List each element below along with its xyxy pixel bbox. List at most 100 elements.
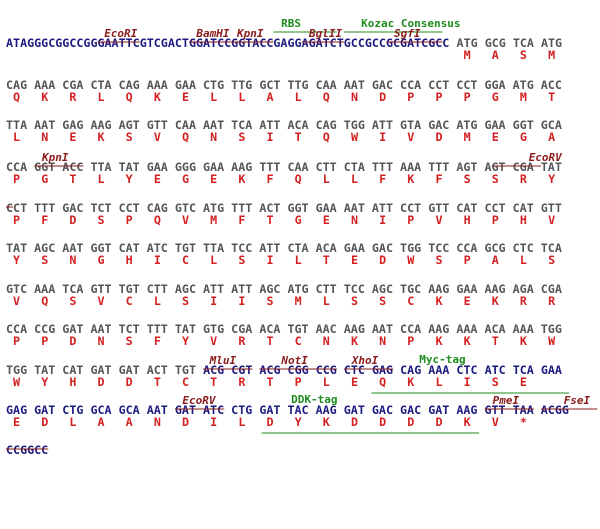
amino-acid: C <box>182 253 189 267</box>
feature-label: DDK-tag <box>291 393 337 406</box>
amino-acid: L <box>13 130 20 144</box>
amino-acid: I <box>379 213 386 227</box>
amino-acid: L <box>154 294 161 308</box>
amino-acid: K <box>435 294 442 308</box>
amino-acid: N <box>69 253 76 267</box>
amino-acid: P <box>295 375 302 389</box>
amino-acid: L <box>351 172 358 186</box>
feature-label: FseI <box>564 394 591 407</box>
amino-acid: N <box>323 334 330 348</box>
amino-acid: P <box>126 213 133 227</box>
amino-acid: L <box>295 90 302 104</box>
amino-acid: L <box>69 415 76 429</box>
dna-sequence: CAG AAA CGA CTA CAG AAA GAA CTG TTG GCT … <box>6 78 562 92</box>
dna-sequence: GAG GAT CTG GCA GCA AAT GAT ATC CTG GAT … <box>6 403 569 417</box>
amino-acid: G <box>98 253 105 267</box>
amino-acid: Q <box>379 375 386 389</box>
amino-acid: L <box>295 253 302 267</box>
amino-acid: A <box>98 415 105 429</box>
amino-acid: E <box>69 130 76 144</box>
amino-acid: L <box>323 375 330 389</box>
amino-acid: D <box>69 213 76 227</box>
amino-acid: T <box>266 334 273 348</box>
amino-acid: T <box>323 253 330 267</box>
amino-acid: K <box>464 334 471 348</box>
amino-acid: S <box>492 172 499 186</box>
amino-acid: M <box>464 130 471 144</box>
amino-acid: E <box>520 375 527 389</box>
amino-acid: G <box>492 90 499 104</box>
amino-acid: I <box>266 130 273 144</box>
amino-acid: D <box>69 334 76 348</box>
amino-acid: P <box>435 90 442 104</box>
amino-acid: M <box>295 294 302 308</box>
amino-acid: N <box>351 90 358 104</box>
amino-acid: P <box>407 213 414 227</box>
feature-label: KpnI <box>41 151 69 164</box>
feature-label: SgfI <box>394 27 421 40</box>
amino-acid: K <box>492 294 499 308</box>
feature-label: EcoRI <box>104 27 137 40</box>
amino-acid: P <box>407 334 414 348</box>
amino-acid: F <box>435 172 442 186</box>
amino-acid: N <box>98 334 105 348</box>
amino-acid: R <box>520 294 528 308</box>
amino-acid: I <box>210 294 217 308</box>
amino-acid: K <box>238 172 245 186</box>
amino-acid: F <box>238 213 245 227</box>
amino-acid: G <box>295 213 302 227</box>
amino-acid: Y <box>41 375 48 389</box>
dna-sequence: CCA CCG GAT AAT TCT TTT TAT GTG CGA ACA … <box>6 322 562 336</box>
amino-acid: D <box>182 415 189 429</box>
amino-acid: G <box>182 172 189 186</box>
feature-label: Myc-tag <box>419 353 465 366</box>
amino-acid: I <box>154 253 161 267</box>
amino-acid: P <box>464 253 471 267</box>
dna-sequence: ATG GCG TCA ATG <box>457 36 563 50</box>
dna-sequence: TAT AGC AAT GGT CAT ATC TGT TTA TCC ATT … <box>6 241 562 255</box>
amino-acid: N <box>351 213 358 227</box>
amino-acid: P <box>464 90 471 104</box>
amino-acid: V <box>492 415 499 429</box>
amino-acid: V <box>548 213 555 227</box>
amino-acid: C <box>295 334 302 348</box>
amino-acid: Y <box>548 172 555 186</box>
amino-acid: N <box>379 334 386 348</box>
feature-label: XhoI <box>351 354 379 367</box>
amino-acid: S <box>266 294 273 308</box>
amino-acid: * <box>520 415 527 429</box>
amino-acid: S <box>126 334 133 348</box>
amino-acid: C <box>126 294 133 308</box>
amino-acid: F <box>154 334 161 348</box>
amino-acid: R <box>69 90 77 104</box>
dna-sequence: CCGGCC <box>6 443 48 457</box>
amino-acid: T <box>266 213 273 227</box>
amino-acid: A <box>492 48 499 62</box>
amino-acid: Y <box>182 334 189 348</box>
amino-acid: L <box>210 253 217 267</box>
feature-label: NotI <box>280 354 308 367</box>
amino-acid: Q <box>41 294 48 308</box>
amino-acid: E <box>182 90 189 104</box>
amino-acid: V <box>407 130 414 144</box>
amino-acid: H <box>464 213 471 227</box>
amino-acid: V <box>154 130 161 144</box>
amino-acid: Q <box>126 90 133 104</box>
amino-acid: H <box>126 253 133 267</box>
amino-acid: R <box>238 334 246 348</box>
amino-acid: T <box>492 334 499 348</box>
amino-acid: D <box>435 415 442 429</box>
amino-acid: I <box>464 375 471 389</box>
amino-acid: L <box>435 375 442 389</box>
amino-acid: T <box>295 130 302 144</box>
amino-acid: I <box>210 415 217 429</box>
feature-label: BglII <box>308 27 342 40</box>
feature-label: EcoRV <box>182 394 216 407</box>
amino-acid: A <box>266 90 273 104</box>
dna-sequence: ACG CGT ACG CGG CCG CTC GAG CAG AAA CTC … <box>203 363 562 377</box>
amino-acid: Y <box>295 415 302 429</box>
amino-acid: Q <box>182 130 189 144</box>
amino-acid: E <box>351 375 358 389</box>
amino-acid: S <box>435 253 442 267</box>
